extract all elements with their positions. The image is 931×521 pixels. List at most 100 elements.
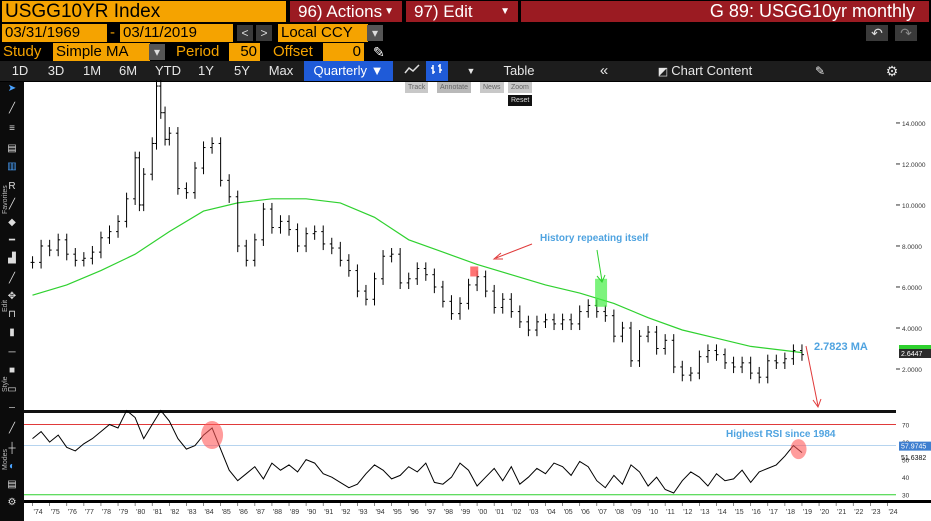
redo-icon[interactable]: ↷ (895, 25, 917, 41)
line-tool-icon[interactable]: ╱ (8, 103, 16, 114)
x-axis-label: '19 (803, 509, 812, 516)
x-axis-label: '86 (239, 509, 248, 516)
eraser-icon[interactable]: ▭ (7, 384, 17, 395)
actions-menu[interactable]: 96) Actions ▼ (290, 1, 402, 22)
next-arrow-icon[interactable]: > (256, 25, 272, 41)
x-axis-label: '03 (529, 509, 538, 516)
mode-icon[interactable]: ◐ (8, 461, 16, 472)
rsi-axis-label: 70 (902, 423, 910, 430)
x-axis-label: '91 (324, 509, 333, 516)
chart-area[interactable] (24, 82, 896, 500)
gear-icon[interactable]: ⚙ (885, 63, 899, 79)
dash-icon[interactable]: ┄ (8, 403, 16, 414)
chevron-down-icon[interactable]: ▾ (367, 25, 383, 41)
price-axis-label: 8.0000 (902, 244, 922, 251)
study-label: Study (3, 43, 42, 60)
x-axis-label: '11 (666, 509, 675, 516)
brush-icon[interactable]: ╱ (8, 199, 16, 210)
frequency-select[interactable]: Quarterly ▼ (304, 61, 393, 81)
x-axis-label: '13 (700, 509, 709, 516)
x-axis-label: '76 (68, 509, 77, 516)
period-input[interactable]: 50 (229, 43, 260, 61)
x-axis-label: '80 (136, 509, 145, 516)
x-axis-label: '08 (615, 509, 624, 516)
track-button[interactable]: Track (405, 82, 429, 93)
period-button-6m[interactable]: 6M (118, 63, 138, 78)
reset-button[interactable]: Reset (508, 95, 533, 106)
trend-icon[interactable]: ▟ (8, 253, 16, 264)
x-axis-label: '78 (102, 509, 111, 516)
table-button[interactable]: Table (503, 63, 535, 78)
pen-icon[interactable]: ╱ (8, 273, 16, 284)
last-value-box (899, 349, 931, 358)
move-icon[interactable]: ✥ (7, 291, 17, 302)
zoom-label: Zoom (511, 84, 529, 91)
pencil-icon[interactable]: ✎ (373, 44, 385, 60)
x-axis-label: '77 (85, 509, 94, 516)
drawing-toolbar (0, 82, 24, 521)
shape-icon[interactable]: ◆ (8, 217, 16, 228)
reset-label: Reset (511, 97, 530, 104)
cursor-icon[interactable]: ➤ (7, 83, 17, 94)
period-button-max[interactable]: Max (268, 63, 294, 78)
x-axis-label: '92 (341, 509, 350, 516)
x-axis-label: '90 (307, 509, 316, 516)
bar-chart-icon[interactable] (426, 61, 448, 81)
annotate-label: Annotate (440, 84, 469, 91)
x-axis-label: '93 (358, 509, 367, 516)
offset-input[interactable]: 0 (323, 43, 364, 61)
annotate-button[interactable]: Annotate (437, 82, 472, 93)
line-chart-icon[interactable] (401, 61, 423, 81)
ma-value-label: 2.7823 MA (814, 341, 868, 353)
ticker-field[interactable]: USGG10YR Index (2, 1, 286, 22)
x-axis-label: '84 (205, 509, 214, 516)
period-button-ytd[interactable]: YTD (155, 63, 181, 78)
edit-chart-icon[interactable]: ✎ (814, 64, 826, 78)
chevron-down-icon[interactable]: ▼ (466, 66, 476, 76)
rsi-axis-label: 40 (902, 475, 910, 482)
toolbar (0, 61, 931, 81)
style-line-icon[interactable]: ─ (8, 347, 16, 358)
start-date-input[interactable]: 03/31/1969 (2, 24, 107, 42)
last-value-label: 2.6447 (901, 351, 923, 358)
prev-arrow-icon[interactable]: < (237, 25, 253, 41)
fib-alt-icon[interactable]: ▥ (7, 161, 17, 172)
price-axis-label: 6.0000 (902, 285, 922, 292)
edit-label: 97) Edit (414, 2, 473, 21)
arrow-to-red-box (495, 243, 533, 259)
trash-icon[interactable]: ▮ (9, 327, 15, 338)
fib-tool-icon[interactable]: ▤ (7, 143, 17, 154)
rsi-highlight-1984 (201, 421, 224, 450)
crosshair-icon[interactable]: ┼ (8, 443, 16, 454)
news-button[interactable]: News (480, 82, 504, 93)
ma-value-marker (899, 345, 931, 349)
legend-icon[interactable]: ▤ (7, 479, 17, 490)
collapse-icon[interactable]: « (599, 62, 609, 79)
currency-select[interactable]: Local CCY (278, 24, 368, 42)
chart-content-button[interactable]: ◩ Chart Content (645, 61, 765, 81)
magnet-icon[interactable]: ⊓ (8, 309, 16, 320)
zoom-button[interactable]: Zoom (508, 82, 532, 93)
study-select[interactable]: Simple MA (53, 43, 150, 61)
hline-icon[interactable]: ━ (8, 235, 16, 246)
period-button-1y[interactable]: 1Y (198, 63, 214, 78)
rsi-annotation: Highest RSI since 1984 (726, 429, 836, 440)
chevron-down-icon[interactable]: ▾ (149, 44, 165, 60)
undo-icon[interactable]: ↶ (866, 25, 888, 41)
period-button-5y[interactable]: 5Y (234, 63, 250, 78)
period-button-1m[interactable]: 1M (82, 63, 102, 78)
ruler-icon[interactable]: ╱ (8, 423, 16, 434)
end-date-input[interactable]: 03/11/2019 (120, 24, 233, 42)
color-icon[interactable]: ■ (8, 365, 16, 376)
period-button-3d[interactable]: 3D (47, 63, 65, 78)
x-axis-label: '96 (410, 509, 419, 516)
settings-icon[interactable]: ⚙ (7, 497, 17, 508)
channel-tool-icon[interactable]: ≡ (9, 123, 15, 134)
x-axis-label: '09 (632, 509, 641, 516)
x-axis-label: '18 (786, 509, 795, 516)
edit-menu[interactable]: 97) Edit ▼ (406, 1, 518, 22)
text-tool-icon[interactable]: R (8, 181, 16, 192)
x-axis-label: '23 (871, 509, 880, 516)
rsi-axis-label: 50 (902, 458, 910, 465)
period-button-1d[interactable]: 1D (11, 63, 29, 78)
